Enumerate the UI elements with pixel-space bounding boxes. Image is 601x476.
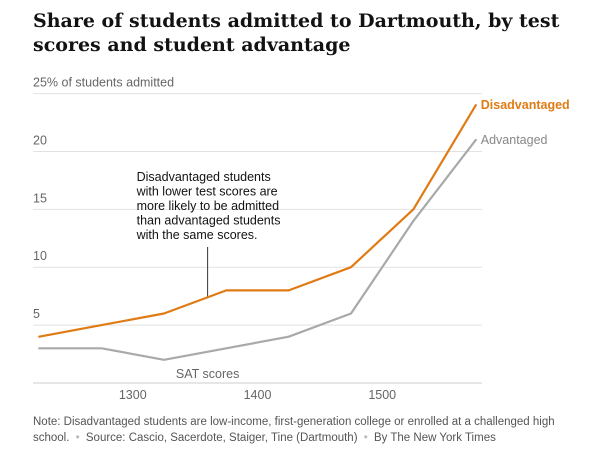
note-text: Note: Disadvantaged students are low-inc… <box>33 416 555 444</box>
x-tick-label: 1300 <box>119 388 147 402</box>
source-text: Source: Cascio, Sacerdote, Staiger, Tine… <box>85 432 358 444</box>
y-tick-label: 25% of students admitted <box>33 76 174 90</box>
credit-text: By The New York Times <box>373 432 496 444</box>
chart-title: Share of students admitted to Dartmouth,… <box>33 10 560 56</box>
series-line-disadvantaged <box>38 104 477 338</box>
y-tick-label: 15 <box>33 191 47 205</box>
separator-dot: • <box>75 432 80 444</box>
separator-dot: • <box>363 432 368 444</box>
y-tick-label: 10 <box>33 249 47 263</box>
x-tick-label: 1400 <box>244 388 272 402</box>
y-tick-label: 5 <box>33 307 40 321</box>
chart-note: Note: Disadvantaged students are low-inc… <box>33 414 583 446</box>
annotation-text: Disadvantaged students with lower test sc… <box>136 170 281 242</box>
series-label-disadvantaged: Disadvantaged <box>481 98 570 112</box>
series-label-advantaged: Advantaged <box>481 133 548 147</box>
series-line-advantaged <box>38 138 477 361</box>
y-tick-label: 20 <box>33 133 47 147</box>
x-tick-label: 1500 <box>368 388 396 402</box>
x-axis-label: SAT scores <box>176 367 239 381</box>
